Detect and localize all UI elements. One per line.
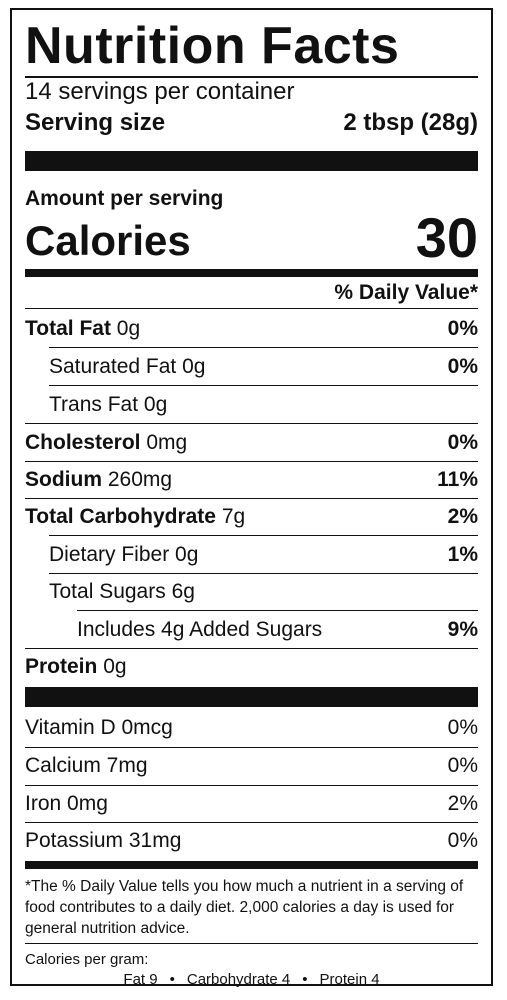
nutrient-dv: 9% [447,618,478,641]
daily-value-header: % Daily Value* [334,281,478,304]
vitamin-row-vitamin-d: Vitamin D 0mcg 0% [25,709,478,746]
divider [25,943,478,944]
calories-per-gram-label: Calories per gram: [25,951,149,968]
nutrient-dv: 2% [447,505,478,528]
vitamin-name: Potassium 31mg [25,829,182,852]
calories-value: 30 [415,206,478,269]
nutrient-dv: 0% [447,355,478,378]
nutrient-amount: 0g [103,655,127,678]
nutrient-amount: 7g [221,505,246,528]
carbohydrate-per-gram: Carbohydrate 4 [186,971,291,988]
nutrient-row-cholesterol: Cholesterol 0mg 0% [25,424,478,461]
vitamin-dv: 0% [447,829,478,852]
nutrient-name: Total Sugars [49,580,166,603]
serving-size-label: Serving size [25,109,166,136]
nutrient-amount: 6g [171,580,195,603]
nutrient-row-dietary-fiber: Dietary Fiber 0g 1% [25,536,478,573]
nutrient-amount: 0g [182,355,206,378]
nutrition-facts-label: Nutrition Facts 14 servings per containe… [10,8,493,989]
nutrient-name: Includes 4g Added Sugars [77,618,323,641]
medium-divider [25,269,478,277]
divider [49,573,478,574]
calories-per-gram-values: Fat 9 • Carbohydrate 4 • Protein 4 [25,970,478,989]
nutrient-row-total-sugars: Total Sugars 6g [25,573,478,610]
vitamin-name: Iron 0mg [25,792,108,815]
nutrient-dv: 0% [447,317,478,340]
servings-per-container: 14 servings per container [25,78,295,105]
vitamin-row-calcium: Calcium 7mg 0% [25,747,478,784]
divider [49,347,478,348]
calories-label: Calories [25,217,191,264]
divider [25,461,478,462]
nutrient-row-sodium: Sodium 260mg 11% [25,461,478,498]
vitamin-row-iron: Iron 0mg 2% [25,785,478,822]
nutrient-row-total-carbohydrate: Total Carbohydrate 7g 2% [25,498,478,535]
nutrient-name: Total Fat [25,317,111,340]
divider [25,747,478,748]
vitamin-name: Calcium 7mg [25,754,148,777]
nutrient-dv: 0% [447,431,478,454]
divider [25,423,478,424]
vitamin-name: Vitamin D 0mcg [25,716,173,739]
divider [25,308,478,309]
divider [49,385,478,386]
nutrient-amount: 0mg [146,431,188,454]
nutrient-name: Dietary Fiber [49,543,170,566]
nutrient-row-total-fat: Total Fat 0g 0% [25,310,478,347]
nutrient-dv: 1% [447,543,478,566]
nutrient-dv: 11% [437,468,478,491]
separator-dot: • [302,971,308,988]
nutrient-row-trans-fat: Trans Fat 0g [25,386,478,423]
nutrient-name: Saturated Fat [49,355,177,378]
nutrient-name: Total Carbohydrate [25,505,216,528]
vitamin-dv: 0% [447,716,478,739]
nutrient-name: Trans Fat [49,393,139,416]
nutrient-row-added-sugars: Includes 4g Added Sugars 9% [25,611,478,648]
medium-divider [25,861,478,869]
nutrient-row-protein: Protein 0g [25,648,478,685]
divider [25,648,478,649]
divider [25,76,478,78]
serving-size-value: 2 tbsp (28g) [343,109,478,136]
vitamin-dv: 0% [447,754,478,777]
divider [49,535,478,536]
divider [25,785,478,786]
label-title: Nutrition Facts [25,17,400,75]
divider [25,822,478,823]
thick-divider [25,151,478,171]
nutrient-name: Sodium [25,468,102,491]
serving-size-row: Serving size 2 tbsp (28g) [25,108,478,138]
vitamin-dv: 2% [447,792,478,815]
amount-per-serving: Amount per serving [25,187,224,210]
thick-divider [25,687,478,707]
vitamin-row-potassium: Potassium 31mg 0% [25,822,478,859]
divider [25,498,478,499]
nutrient-amount: 0g [175,543,199,566]
fat-per-gram: Fat 9 [123,971,158,988]
nutrient-name: Protein [25,655,98,678]
nutrient-row-saturated-fat: Saturated Fat 0g 0% [25,348,478,385]
calories-row: Calories 30 [25,206,478,269]
daily-value-footnote: *The % Daily Value tells you how much a … [25,878,464,937]
protein-per-gram: Protein 4 [319,971,380,988]
nutrient-amount: 0g [143,393,168,416]
nutrient-amount: 260mg [107,468,173,491]
separator-dot: • [169,971,175,988]
divider [77,610,478,611]
nutrient-name: Cholesterol [25,431,141,454]
nutrient-amount: 0g [116,317,141,340]
